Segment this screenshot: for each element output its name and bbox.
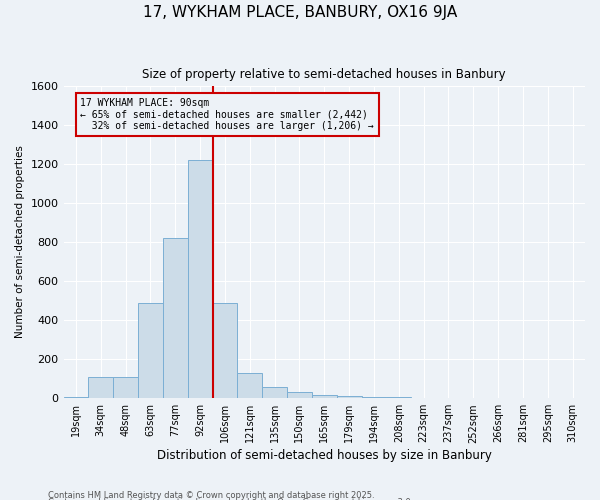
Bar [312,396,337,398]
Bar [88,376,113,398]
Bar [262,388,287,398]
Text: Contains public sector information licensed under the Open Government Licence v3: Contains public sector information licen… [48,498,413,500]
Bar [238,373,262,398]
Bar [64,397,88,398]
Bar [113,376,138,398]
Bar [138,302,163,398]
Text: 17, WYKHAM PLACE, BANBURY, OX16 9JA: 17, WYKHAM PLACE, BANBURY, OX16 9JA [143,5,457,20]
Bar [337,396,362,398]
Bar [287,392,312,398]
Y-axis label: Number of semi-detached properties: Number of semi-detached properties [15,146,25,338]
Bar [362,397,386,398]
Bar [386,397,411,398]
Text: Contains HM Land Registry data © Crown copyright and database right 2025.: Contains HM Land Registry data © Crown c… [48,490,374,500]
Bar [163,238,188,398]
Text: 17 WYKHAM PLACE: 90sqm
← 65% of semi-detached houses are smaller (2,442)
  32% o: 17 WYKHAM PLACE: 90sqm ← 65% of semi-det… [80,98,374,130]
Bar [212,302,238,398]
Bar [188,160,212,398]
X-axis label: Distribution of semi-detached houses by size in Banbury: Distribution of semi-detached houses by … [157,450,492,462]
Title: Size of property relative to semi-detached houses in Banbury: Size of property relative to semi-detach… [142,68,506,80]
